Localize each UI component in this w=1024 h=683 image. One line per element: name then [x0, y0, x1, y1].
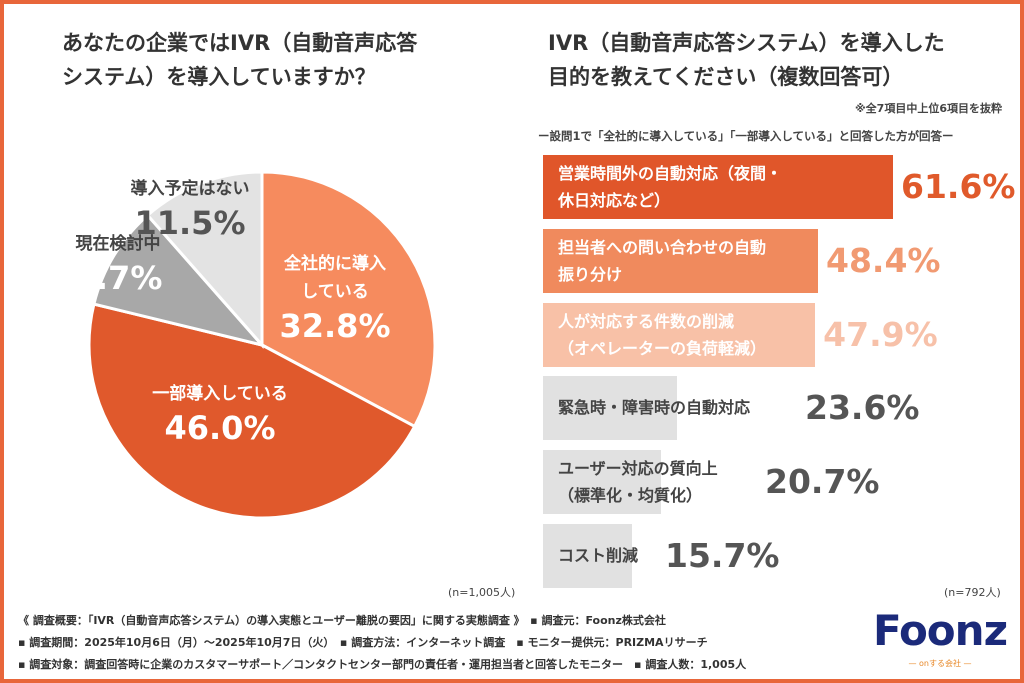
pie-slice-label: 現在検討中 9.7%: [28, 230, 208, 298]
bar-value: 48.4%: [826, 241, 941, 280]
bar: [543, 303, 816, 367]
slice-value: 32.8%: [279, 307, 391, 345]
bar-note: ※全7項目中上位6項目を抜粋: [854, 102, 1002, 115]
footer-line: ▪ 調査対象：調査回答時に企業のカスタマーサポート／コンタクトセンター部門の責任…: [18, 658, 747, 671]
foonz-logo: Foonz — onする会社 —: [870, 608, 1010, 669]
pie-slice: [260, 170, 437, 429]
title-line: IVR（自動音声応答システム）を導入した: [548, 31, 945, 55]
pie-slice: [145, 170, 264, 349]
slice-name: している: [301, 282, 369, 302]
slice-name: 現在検討中: [75, 234, 161, 254]
bar-label-line: （オペレーターの負荷軽減）: [558, 339, 767, 358]
survey-footer: 《 調査概要：「IVR（自動音声応答システム）の導入実態とユーザー離脱の要因」に…: [18, 610, 746, 676]
bar-sample-size: (n=792人): [944, 586, 1001, 599]
bar-label-line: 人が対応する件数の削減: [558, 312, 735, 331]
pie-slice: [87, 302, 417, 520]
slice-name: 全社的に導入: [284, 254, 386, 274]
pie-chart-title: あなたの企業ではIVR（自動音声応答 システム）を導入していますか？: [62, 26, 482, 94]
bar-label-line: コスト削減: [558, 546, 639, 565]
pie-slice-label: 導入予定はない 11.5%: [100, 175, 280, 243]
bar: [543, 155, 893, 219]
footer-line: ▪ 調査期間：2025年10月6日（月）～2025年10月7日（火） ▪ 調査方…: [18, 636, 708, 649]
bar-value: 61.6%: [901, 167, 1016, 206]
bar-value: 20.7%: [765, 462, 880, 501]
pie-slice-label: 一部導入している 46.0%: [130, 380, 310, 448]
bar: [543, 524, 633, 588]
slice-name: 一部導入している: [152, 384, 288, 404]
bar-value: 23.6%: [805, 388, 920, 427]
bar-label-line: 緊急時・障害時の自動対応: [558, 398, 751, 417]
bar-label-line: 振り分け: [558, 265, 623, 284]
bar: [543, 376, 678, 440]
bar-label: ユーザー対応の質向上 （標準化・均質化）: [558, 455, 718, 509]
bar-label: コスト削減: [558, 542, 638, 569]
slice-name: 導入予定はない: [130, 179, 250, 199]
bar-value: 47.9%: [823, 315, 938, 354]
title-line: システム）を導入していますか？: [62, 65, 376, 89]
bar: [543, 450, 661, 514]
slice-value: 11.5%: [134, 204, 246, 242]
pie-chart: [87, 170, 437, 520]
pie-slice-label: 全社的に導入 している 32.8%: [245, 250, 425, 346]
logo-tagline: — onする会社 —: [908, 659, 972, 668]
title-line: あなたの企業ではIVR（自動音声応答: [62, 31, 418, 55]
pie-sample-size: (n=1,005人): [448, 586, 516, 599]
bar-value: 15.7%: [665, 536, 780, 575]
bar-label-line: （標準化・均質化）: [558, 486, 703, 505]
bar-label: 営業時間外の自動対応（夜間・ 休日対応など）: [558, 160, 782, 214]
logo-text: Foonz: [872, 606, 1008, 655]
bar-label-line: ユーザー対応の質向上: [558, 459, 718, 478]
bar-label-line: 営業時間外の自動対応（夜間・: [558, 164, 783, 183]
bar-subnote: ー設問1で「全社的に導入している」「一部導入している」と回答した方が回答ー: [538, 129, 954, 143]
pie-slice: [92, 213, 267, 348]
bar-chart-title: IVR（自動音声応答システム）を導入した 目的を教えてください（複数回答可）: [548, 26, 1008, 94]
bar: [543, 229, 818, 293]
slice-value: 46.0%: [164, 409, 276, 447]
bar-label: 担当者への問い合わせの自動 振り分け: [558, 234, 766, 288]
title-line: 目的を教えてください（複数回答可）: [548, 65, 904, 89]
bar-label: 緊急時・障害時の自動対応: [558, 394, 750, 421]
slice-value: 9.7%: [73, 259, 163, 297]
bar-label: 人が対応する件数の削減 （オペレーターの負荷軽減）: [558, 308, 766, 362]
bar-label-line: 休日対応など）: [558, 191, 671, 210]
footer-line: 《 調査概要：「IVR（自動音声応答システム）の導入実態とユーザー離脱の要因」に…: [18, 614, 666, 627]
bar-label-line: 担当者への問い合わせの自動: [558, 238, 767, 257]
